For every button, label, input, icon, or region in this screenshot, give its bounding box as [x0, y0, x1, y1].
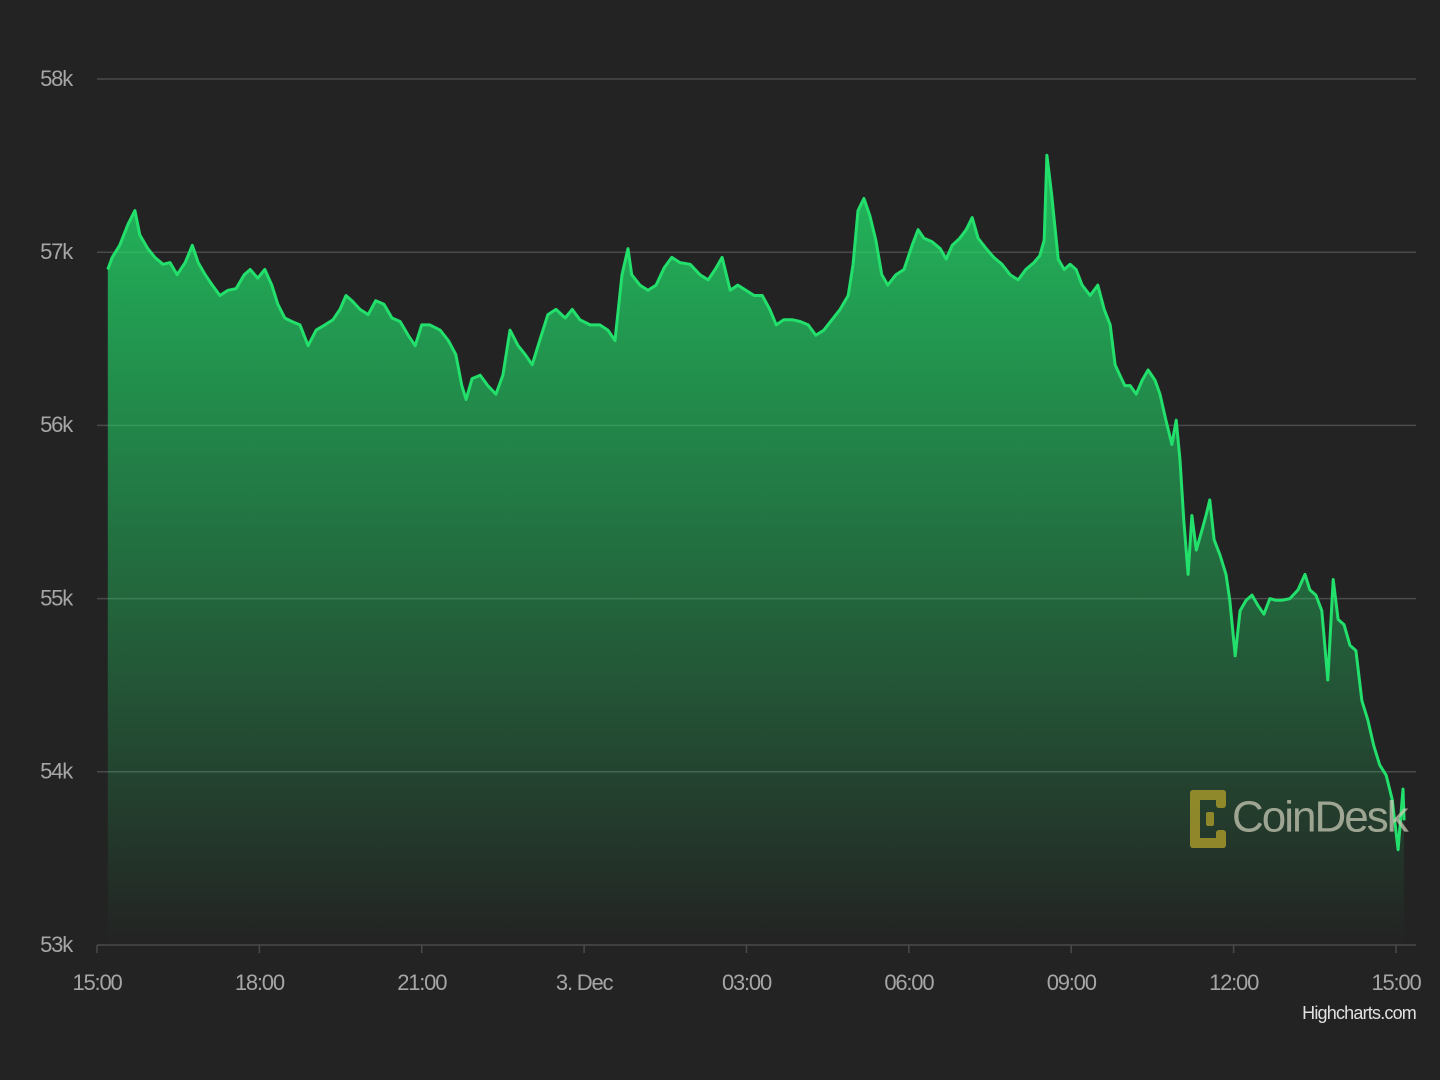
x-tick-label: 09:00 [1047, 970, 1097, 995]
plot [106, 153, 1406, 945]
y-tick-label: 53k [40, 932, 74, 957]
y-tick-label: 56k [40, 412, 74, 437]
y-tick-label: 57k [40, 239, 74, 264]
x-tick-label: 15:00 [72, 970, 122, 995]
x-tick-label: 12:00 [1209, 970, 1259, 995]
x-tick-label: 06:00 [884, 970, 934, 995]
x-tick-label: 03:00 [722, 970, 772, 995]
y-tick-label: 55k [40, 585, 74, 610]
y-tick-label: 54k [40, 759, 74, 784]
x-tick-label: 15:00 [1371, 970, 1421, 995]
credits: Highcharts.com [1302, 1003, 1416, 1023]
x-tick-label: 18:00 [235, 970, 285, 995]
x-tick-label: 21:00 [397, 970, 447, 995]
line [106, 153, 1406, 852]
watermark-logo [1190, 790, 1226, 848]
watermark: CoinDesk [1190, 790, 1412, 848]
area-fill [107, 155, 1405, 945]
watermark-text: CoinDesk [1232, 793, 1410, 842]
y-tick-label: 58k [40, 66, 74, 91]
x-tick-label: 3. Dec [556, 970, 614, 995]
